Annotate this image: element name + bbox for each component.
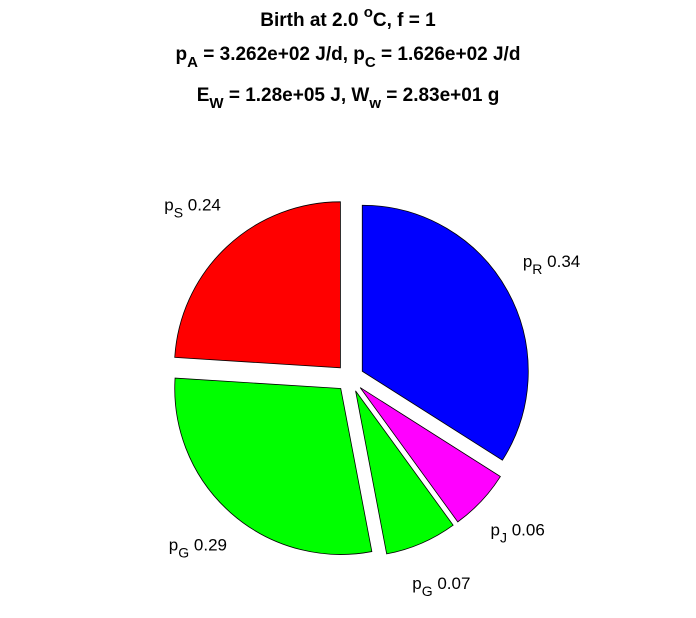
slice-label: pG 0.29: [169, 536, 227, 561]
label-value: 0.34: [547, 252, 580, 271]
title-text: C, f = 1: [373, 10, 436, 31]
chart-title: pA = 3.262e+02 J/d, pC = 1.626e+02 J/d: [176, 44, 521, 71]
pie-slice: [174, 377, 373, 555]
pie-slice: [361, 204, 529, 461]
label-value: 0.06: [512, 520, 545, 539]
pie-slice: [359, 387, 501, 523]
title-text: p: [176, 44, 188, 65]
title-text: = 1.28e+05 J, W: [224, 85, 370, 106]
title-text: = 3.262e+02 J/d, p: [198, 44, 365, 65]
label-name: p: [523, 252, 532, 271]
label-sub: S: [174, 204, 183, 220]
title-text: = 2.83e+01 g: [381, 85, 499, 106]
title-text: E: [197, 85, 210, 106]
title-sub: w: [368, 95, 381, 112]
label-value: 0.07: [437, 574, 470, 593]
slice-label: pJ 0.06: [491, 520, 545, 545]
title-sub: A: [187, 54, 198, 71]
label-sub: G: [422, 583, 433, 599]
label-name: p: [169, 536, 178, 555]
pie-slice: [355, 390, 454, 555]
label-name: p: [412, 574, 421, 593]
title-sub: C: [365, 54, 376, 71]
label-value: 0.29: [194, 536, 227, 555]
label-sub: R: [532, 261, 542, 277]
slice-label: pR 0.34: [523, 252, 580, 277]
chart-title: Birth at 2.0 oC, f = 1: [260, 4, 436, 31]
title-sub: W: [209, 95, 224, 112]
title-text: Birth at 2.0: [260, 10, 363, 31]
slice-label: pS 0.24: [164, 195, 221, 220]
pie-slice: [174, 201, 341, 369]
label-value: 0.24: [188, 195, 221, 214]
title-text: = 1.626e+02 J/d: [376, 44, 521, 65]
slice-label: pG 0.07: [412, 574, 470, 599]
label-name: p: [491, 520, 500, 539]
label-name: p: [164, 195, 173, 214]
label-sub: J: [500, 529, 507, 545]
title-sup: o: [364, 4, 373, 21]
chart-title: EW = 1.28e+05 J, Ww = 2.83e+01 g: [197, 85, 500, 112]
label-sub: G: [178, 545, 189, 561]
